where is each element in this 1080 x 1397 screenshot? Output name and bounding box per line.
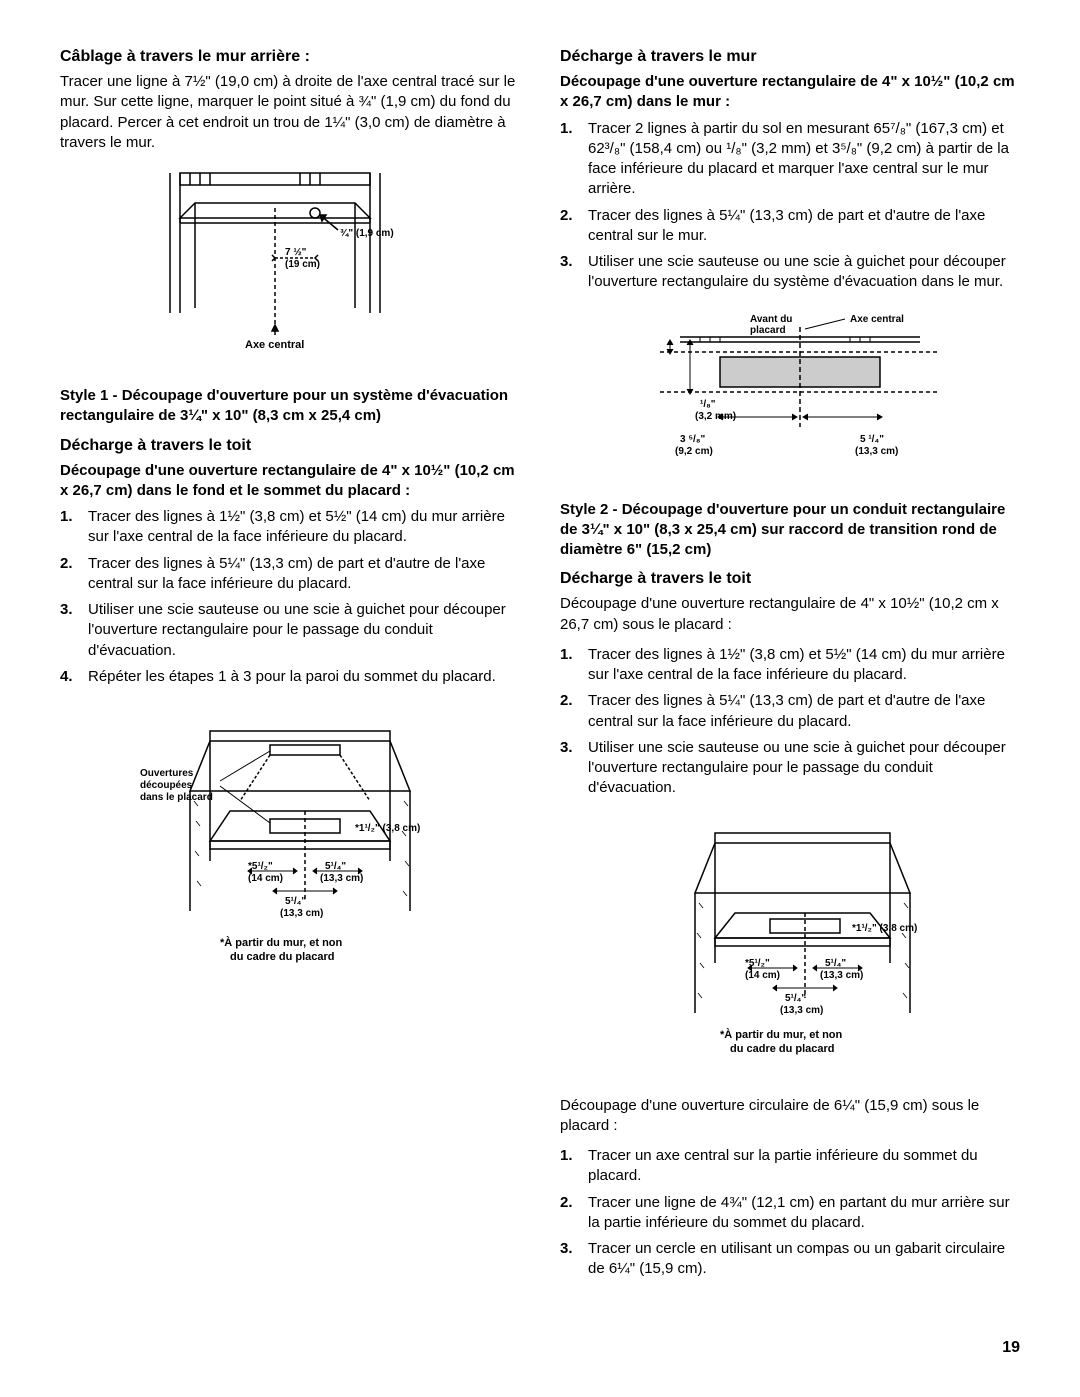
mur-step: Utiliser une scie sauteuse ou une scie à… [560, 252, 1020, 293]
page-number: 19 [1002, 1339, 1020, 1357]
d4-footer: *À partir du mur, et non du cadre du pla… [720, 1028, 845, 1055]
d3-133: (13,3 cm) [855, 446, 898, 457]
toit-step: Tracer des lignes à 5¼" (13,3 cm) de par… [60, 554, 520, 595]
circ-steps: Tracer un axe central sur la partie infé… [560, 1146, 1020, 1280]
d2-514: 5¹/₄" [325, 861, 346, 872]
circ-step: Tracer un cercle en utilisant un compas … [560, 1239, 1020, 1280]
toit2-para: Découpage d'une ouverture rectangulaire … [560, 594, 1020, 635]
right-column: Décharge à travers le mur Découpage d'un… [560, 48, 1020, 1294]
d2-ouv: Ouvertures découpées dans le placard [140, 768, 213, 803]
left-column: Câblage à travers le mur arrière : Trace… [60, 48, 520, 1294]
toit-step: Tracer des lignes à 1½" (3,8 cm) et 5½" … [60, 507, 520, 548]
d4-14: (14 cm) [745, 970, 780, 981]
d4-133: (13,3 cm) [820, 970, 863, 981]
d2-14cm: (14 cm) [248, 873, 283, 884]
d3-18: ¹/₈" [700, 399, 716, 410]
d3-axe: Axe central [850, 314, 904, 325]
d3-358: 3 ⁵/₈" [680, 434, 705, 445]
toit2-step: Tracer des lignes à 1½" (3,8 cm) et 5½" … [560, 645, 1020, 686]
d1-label-19: (19 cm) [285, 259, 320, 270]
d4-512: *5¹/₂" [745, 958, 770, 969]
cablage-paragraph: Tracer une ligne à 7½" (19,0 cm) à droit… [60, 72, 520, 153]
style1-heading: Style 1 - Découpage d'ouverture pour un … [60, 386, 520, 427]
diagram-4: *1¹/₂" (3,8 cm) *5¹/₂" (14 cm) 5¹/₄" (13… [560, 813, 1020, 1078]
d2-footer: *À partir du mur, et non du cadre du pla… [220, 936, 345, 963]
d1-label-712: 7 ½" [285, 247, 307, 258]
d2-133: (13,3 cm) [320, 873, 363, 884]
d4-112: *1¹/₂" (3,8 cm) [852, 923, 917, 934]
d4-514b: 5¹/₄" [785, 993, 806, 1004]
toit-step: Utiliser une scie sauteuse ou une scie à… [60, 600, 520, 661]
d2-112: *1¹/₂" (3,8 cm) [355, 823, 420, 834]
d4-133b: (13,3 cm) [780, 1005, 823, 1016]
d3-92: (9,2 cm) [675, 446, 713, 457]
cablage-heading: Câblage à travers le mur arrière : [60, 48, 520, 66]
circ-para: Découpage d'une ouverture circulaire de … [560, 1096, 1020, 1137]
d3-514: 5 ¹/₄" [860, 434, 884, 445]
diagram-2: Ouvertures découpées dans le placard *1¹… [60, 701, 520, 986]
mur-step: Tracer des lignes à 5¼" (13,3 cm) de par… [560, 206, 1020, 247]
toit-step: Répéter les étapes 1 à 3 pour la paroi d… [60, 667, 520, 687]
d2-133b: (13,3 cm) [280, 908, 323, 919]
toit-heading: Décharge à travers le toit [60, 437, 520, 455]
d4-514: 5¹/₄" [825, 958, 846, 969]
toit-sub: Découpage d'une ouverture rectangulaire … [60, 461, 520, 502]
d3-32: (3,2 mm) [695, 411, 736, 422]
d3-avant: Avant du placard [750, 314, 795, 336]
toit2-step: Tracer des lignes à 5¼" (13,3 cm) de par… [560, 691, 1020, 732]
circ-step: Tracer une ligne de 4¾" (12,1 cm) en par… [560, 1193, 1020, 1234]
d2-512: *5¹/₂" [248, 861, 273, 872]
page-content: Câblage à travers le mur arrière : Trace… [0, 0, 1080, 1334]
style2-heading: Style 2 - Découpage d'ouverture pour un … [560, 500, 1020, 561]
toit2-step: Utiliser une scie sauteuse ou une scie à… [560, 738, 1020, 799]
mur-step: Tracer 2 lignes à partir du sol en mesur… [560, 119, 1020, 200]
d2-514b: 5¹/₄" [285, 896, 306, 907]
toit2-heading: Décharge à travers le toit [560, 570, 1020, 588]
mur-sub: Découpage d'une ouverture rectangulaire … [560, 72, 1020, 113]
diagram-3: Axe central Avant du placard ¹/₈" (3,2 m… [560, 307, 1020, 482]
mur-steps: Tracer 2 lignes à partir du sol en mesur… [560, 119, 1020, 293]
d1-label-34: ¾" (1,9 cm) [340, 228, 394, 239]
toit2-steps: Tracer des lignes à 1½" (3,8 cm) et 5½" … [560, 645, 1020, 799]
d1-label-axe: Axe central [245, 339, 304, 351]
mur-heading: Décharge à travers le mur [560, 48, 1020, 66]
toit-steps: Tracer des lignes à 1½" (3,8 cm) et 5½" … [60, 507, 520, 687]
diagram-1: ¾" (1,9 cm) 7 ½" (19 cm) Axe central [60, 163, 520, 368]
circ-step: Tracer un axe central sur la partie infé… [560, 1146, 1020, 1187]
